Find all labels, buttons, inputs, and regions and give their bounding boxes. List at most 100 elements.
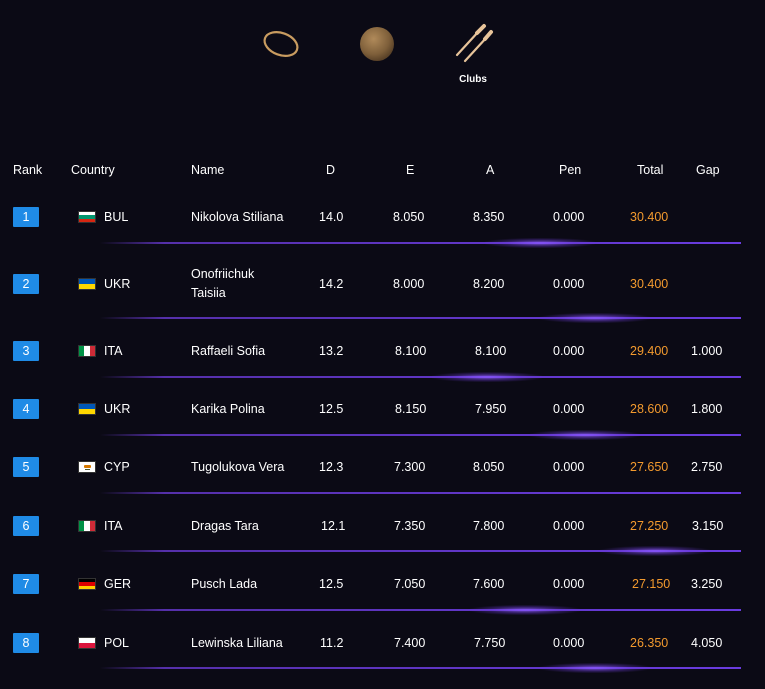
rank-badge: 1 bbox=[13, 207, 39, 227]
separator-glow bbox=[485, 238, 595, 248]
penalty: 0.000 bbox=[553, 636, 585, 650]
penalty: 0.000 bbox=[553, 344, 585, 358]
header-pen[interactable]: Pen bbox=[559, 163, 582, 177]
apparatus-clubs[interactable] bbox=[451, 22, 495, 66]
clubs-icon bbox=[451, 22, 495, 66]
e-score: 7.350 bbox=[394, 519, 426, 533]
country-code: GER bbox=[104, 577, 132, 591]
total-score: 28.600 bbox=[630, 402, 669, 416]
hoop-icon bbox=[259, 22, 303, 66]
e-score: 7.400 bbox=[394, 636, 426, 650]
gap-value: 4.050 bbox=[691, 636, 723, 650]
table-header: Rank Country Name D E A Pen Total Gap bbox=[0, 150, 765, 190]
a-score: 8.100 bbox=[475, 344, 507, 358]
separator-glow bbox=[600, 546, 710, 556]
row-separator bbox=[100, 242, 741, 244]
gap-value: 3.250 bbox=[691, 577, 723, 591]
e-score: 8.100 bbox=[395, 344, 427, 358]
gymnast-name: Karika Polina bbox=[191, 402, 265, 416]
penalty: 0.000 bbox=[553, 210, 585, 224]
gymnast-name: Lewinska Liliana bbox=[191, 636, 283, 650]
a-score: 7.600 bbox=[473, 577, 505, 591]
row-separator bbox=[100, 550, 741, 552]
germany-flag bbox=[78, 578, 96, 590]
country-code: UKR bbox=[104, 402, 131, 416]
gymnast-name: Raffaeli Sofia bbox=[191, 344, 266, 358]
total-score: 29.400 bbox=[630, 344, 669, 358]
e-score: 7.300 bbox=[394, 460, 426, 474]
country-code: POL bbox=[104, 636, 130, 650]
d-score: 14.2 bbox=[319, 277, 344, 291]
e-score: 8.050 bbox=[393, 210, 425, 224]
apparatus-ball[interactable] bbox=[355, 22, 399, 66]
header-rank[interactable]: Rank bbox=[13, 163, 43, 177]
gap-value: 2.750 bbox=[691, 460, 723, 474]
total-score: 27.150 bbox=[632, 577, 671, 591]
penalty: 0.000 bbox=[553, 577, 585, 591]
total-score: 30.400 bbox=[630, 210, 669, 224]
gap-value: 3.150 bbox=[692, 519, 724, 533]
penalty: 0.000 bbox=[553, 519, 585, 533]
gap-value: 1.000 bbox=[691, 344, 723, 358]
gymnast-name: Tugolukova Vera bbox=[191, 460, 285, 474]
separator-glow bbox=[432, 372, 542, 382]
row-separator bbox=[100, 492, 741, 494]
country-code: BUL bbox=[104, 210, 129, 224]
gymnast-name-line2: Taisiia bbox=[191, 286, 226, 300]
row-separator bbox=[100, 376, 741, 378]
separator-glow bbox=[470, 605, 580, 615]
ukraine-flag bbox=[78, 403, 96, 415]
d-score: 11.2 bbox=[320, 636, 344, 650]
italy-flag bbox=[78, 345, 96, 357]
a-score: 8.050 bbox=[473, 460, 505, 474]
separator-glow bbox=[540, 663, 650, 673]
poland-flag bbox=[78, 637, 96, 649]
total-score: 26.350 bbox=[630, 636, 669, 650]
header-total[interactable]: Total bbox=[637, 163, 664, 177]
row-separator bbox=[100, 317, 741, 319]
d-score: 12.5 bbox=[319, 402, 344, 416]
gap-value: 1.800 bbox=[691, 402, 723, 416]
total-score: 30.400 bbox=[630, 277, 669, 291]
total-score: 27.650 bbox=[630, 460, 669, 474]
gymnast-name: Pusch Lada bbox=[191, 577, 258, 591]
a-score: 8.350 bbox=[473, 210, 505, 224]
rank-badge: 5 bbox=[13, 457, 39, 477]
d-score: 13.2 bbox=[319, 344, 344, 358]
rank-badge: 6 bbox=[13, 516, 39, 536]
d-score: 14.0 bbox=[319, 210, 344, 224]
d-score: 12.1 bbox=[321, 519, 346, 533]
penalty: 0.000 bbox=[553, 460, 585, 474]
penalty: 0.000 bbox=[553, 277, 585, 291]
separator-glow bbox=[540, 313, 650, 323]
header-gap[interactable]: Gap bbox=[696, 163, 720, 177]
apparatus-hoop[interactable] bbox=[259, 22, 303, 66]
country-code: CYP bbox=[104, 460, 130, 474]
header-e[interactable]: E bbox=[406, 163, 415, 177]
gymnast-name: Nikolova Stiliana bbox=[191, 210, 284, 224]
header-country[interactable]: Country bbox=[71, 163, 115, 177]
d-score: 12.3 bbox=[319, 460, 344, 474]
country-code: UKR bbox=[104, 277, 131, 291]
rank-badge: 7 bbox=[13, 574, 39, 594]
country-code: ITA bbox=[104, 344, 123, 358]
e-score: 8.000 bbox=[393, 277, 425, 291]
header-name[interactable]: Name bbox=[191, 163, 225, 177]
a-score: 7.800 bbox=[473, 519, 505, 533]
rank-badge: 2 bbox=[13, 274, 39, 294]
separator-glow bbox=[530, 430, 640, 440]
ukraine-flag bbox=[78, 278, 96, 290]
rank-badge: 8 bbox=[13, 633, 39, 653]
country-code: ITA bbox=[104, 519, 123, 533]
row-separator bbox=[100, 667, 741, 669]
bulgaria-flag bbox=[78, 211, 96, 223]
e-score: 7.050 bbox=[394, 577, 426, 591]
rank-badge: 4 bbox=[13, 399, 39, 419]
total-score: 27.250 bbox=[630, 519, 669, 533]
header-d[interactable]: D bbox=[326, 163, 336, 177]
header-a[interactable]: A bbox=[486, 163, 495, 177]
a-score: 8.200 bbox=[473, 277, 505, 291]
d-score: 12.5 bbox=[319, 577, 344, 591]
row-separator bbox=[100, 609, 741, 611]
e-score: 8.150 bbox=[395, 402, 427, 416]
